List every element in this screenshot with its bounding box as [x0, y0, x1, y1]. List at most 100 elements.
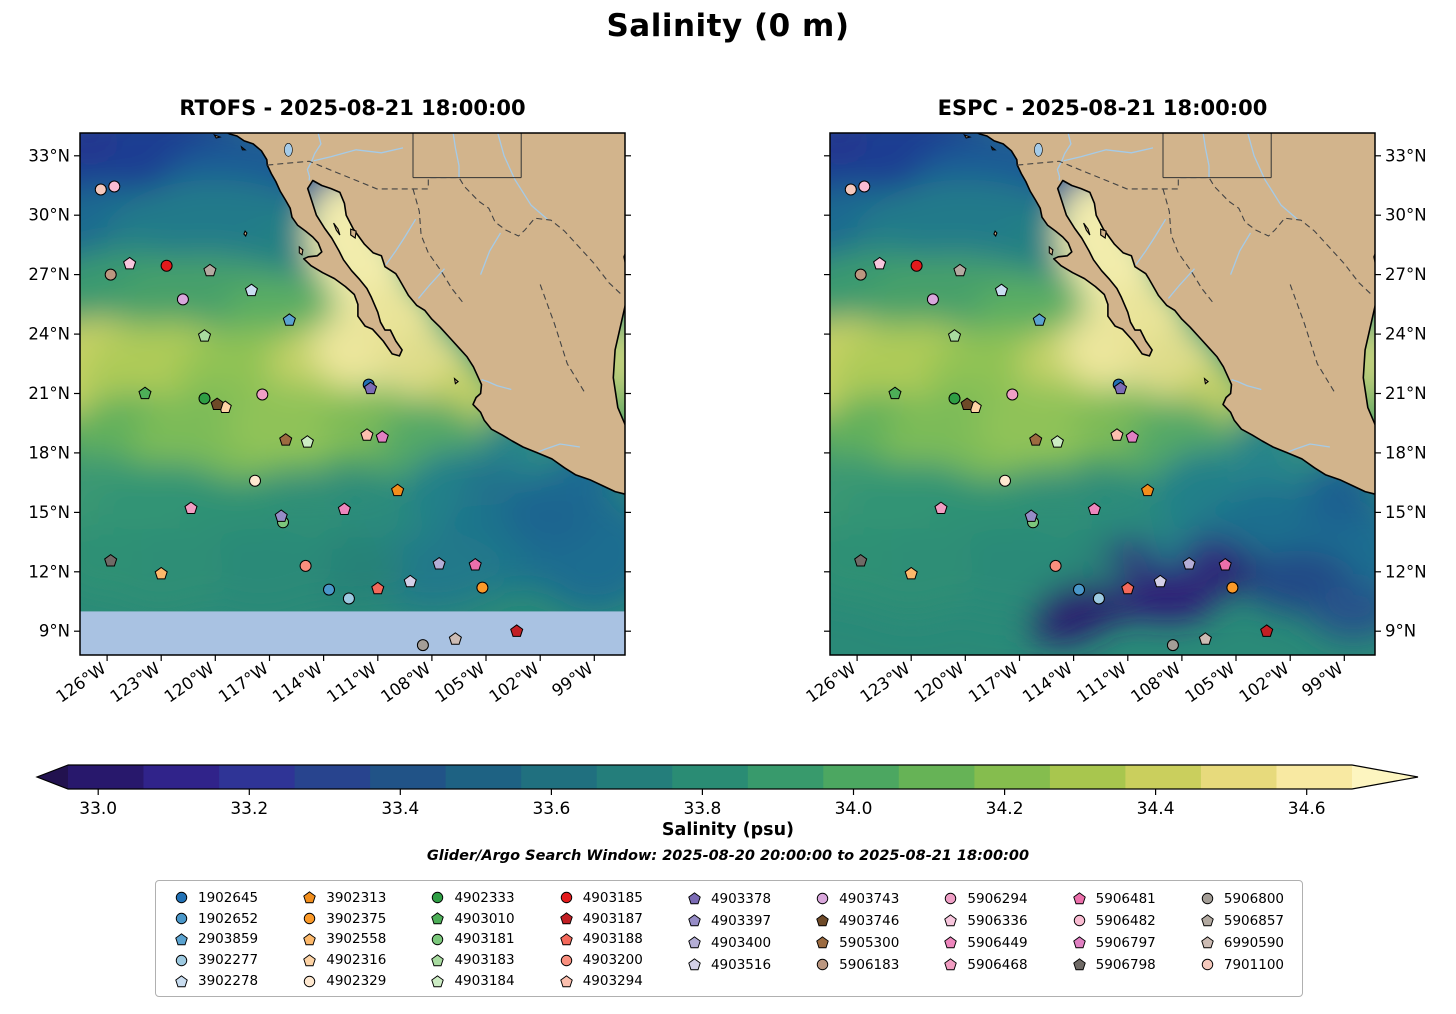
pentagon-marker-icon — [816, 914, 829, 927]
float-marker-4903743 — [176, 293, 189, 306]
float-marker-3902313 — [1141, 483, 1155, 497]
island — [1203, 377, 1209, 385]
legend-item-label: 5906449 — [967, 934, 1028, 951]
legend-item-label: 4903183 — [454, 952, 515, 969]
legend-item: 2903859 — [174, 930, 258, 950]
legend-item-label: 7901100 — [1223, 956, 1284, 973]
river — [481, 378, 512, 391]
river — [1135, 218, 1167, 266]
circle-marker-icon — [175, 892, 188, 904]
legend-item-label: 5906336 — [967, 912, 1028, 929]
river — [497, 133, 548, 220]
float-marker-1902652 — [1073, 583, 1085, 596]
float-marker-4903294 — [360, 428, 374, 441]
legend-item: 3902278 — [174, 971, 258, 991]
pentagon-marker-icon — [688, 958, 701, 971]
river — [479, 232, 502, 275]
legend-item: 4903516 — [687, 954, 771, 975]
legend-item: 4902316 — [302, 950, 386, 970]
legend-item: 4903743 — [815, 888, 899, 909]
colorbar-tick-label: 33.0 — [79, 799, 117, 819]
float-marker-3902375 — [1226, 581, 1239, 594]
float-marker-4903397 — [274, 509, 288, 522]
lat-tick-label: 15°N — [28, 503, 70, 522]
pentagon-marker-icon — [688, 892, 701, 905]
legend-column: 3902313 3902375 3902558 4902316 4902329 — [302, 888, 386, 991]
float-marker-5906336 — [123, 256, 137, 270]
legend-item-label: 5906797 — [1095, 934, 1156, 951]
float-marker-5906183 — [104, 268, 117, 281]
river — [1288, 443, 1330, 453]
float-marker-5906800 — [416, 639, 429, 652]
legend: 1902645 1902652 2903859 3902277 3902278 39023… — [155, 880, 1303, 997]
legend-item: 3902313 — [302, 888, 386, 908]
float-marker-5906468 — [934, 501, 948, 514]
search-window-text: Glider/Argo Search Window: 2025-08-20 20… — [426, 848, 1030, 864]
float-marker-6990590 — [448, 632, 462, 645]
colorbar-tick-label: 34.2 — [986, 799, 1024, 819]
pentagon-marker-icon — [944, 958, 958, 971]
legend-item-label: 1902652 — [198, 910, 259, 927]
float-marker-5906857 — [203, 263, 217, 277]
espc-panel-title: ESPC - 2025-08-21 18:00:00 — [937, 96, 1268, 120]
lon-tick-label: 126°W — [803, 659, 860, 707]
lat-tick-label: 27°N — [1385, 265, 1427, 284]
float-marker-4903378 — [1113, 381, 1128, 395]
river — [1202, 133, 1210, 178]
float-marker-5906481 — [468, 557, 482, 571]
legend-item: 4903184 — [430, 971, 515, 991]
colorbar-tick-label: 33.8 — [683, 799, 721, 819]
lat-tick-label: 33°N — [28, 146, 70, 165]
legend-item-label: 5906294 — [967, 890, 1028, 907]
legend-item-label: 4903378 — [710, 890, 772, 907]
legend-item-label: 6990590 — [1223, 934, 1284, 951]
island — [1048, 245, 1054, 256]
legend-item-label: 3902277 — [198, 952, 259, 969]
pentagon-marker-icon — [431, 974, 445, 987]
float-marker-5906294 — [256, 388, 269, 401]
legend-item-label: 4903400 — [710, 934, 772, 951]
espc-map-canvas: 33°N 30°N 27°N 24°N 21°N 18°N 15°N 12°N 9°N 126°W… — [803, 132, 1427, 706]
float-marker-5906449 — [1087, 502, 1101, 515]
float-marker-1902652 — [323, 583, 335, 596]
colorbar-tick-label: 33.4 — [381, 799, 419, 819]
float-marker-5906797 — [375, 430, 389, 443]
float-marker-4903183 — [947, 329, 962, 342]
pentagon-marker-icon — [688, 914, 701, 927]
float-marker-3902277 — [342, 592, 355, 605]
legend-column: 5906294 5906336 5906449 5906468 — [943, 888, 1028, 991]
circle-marker-icon — [945, 892, 957, 905]
legend-item: 5906449 — [943, 932, 1028, 953]
pentagon-marker-icon — [559, 912, 573, 925]
colorbar-canvas: 33.0 33.2 33.4 33.6 33.8 34.0 34.2 34.4 34.6 — [35, 764, 1419, 819]
legend-item: 4903294 — [559, 971, 643, 991]
float-marker-4903400 — [432, 556, 446, 570]
legend-item: 1902645 — [174, 888, 258, 908]
legend-item: 6990590 — [1200, 932, 1284, 953]
legend-item: 5906336 — [943, 910, 1028, 931]
float-marker-4903183 — [197, 329, 212, 342]
legend-item-label: 4902329 — [326, 973, 387, 990]
float-marker-4903188 — [1121, 581, 1135, 595]
land-mass — [976, 133, 1375, 495]
country-border-dashed — [1289, 284, 1336, 394]
lat-tick-label: 27°N — [28, 265, 70, 284]
pentagon-marker-icon — [1072, 936, 1086, 949]
float-marker-5905300 — [279, 433, 293, 446]
lat-tick-label: 21°N — [1385, 384, 1427, 403]
circle-marker-icon — [1201, 958, 1214, 971]
float-marker-4903200 — [299, 559, 312, 572]
float-marker-3902558 — [154, 566, 168, 580]
colorbar: 33.0 33.2 33.4 33.6 33.8 34.0 34.2 34.4 34.6 — [30, 762, 1426, 820]
lat-tick-label: 18°N — [28, 443, 70, 462]
legend-item-label: 4903184 — [454, 973, 515, 990]
rtofs-map-canvas: 33°N 30°N 27°N 24°N 21°N 18°N 15°N 12°N 9°N 126°W… — [28, 132, 631, 706]
legend-item: 4903378 — [687, 888, 771, 909]
espc-map: 33°N 30°N 27°N 24°N 21°N 18°N 15°N 12°N 9°N 126°W… — [803, 132, 1427, 706]
pentagon-marker-icon — [559, 974, 573, 987]
circle-marker-icon — [304, 912, 316, 925]
float-marker-4903516 — [403, 574, 417, 588]
circle-marker-icon — [816, 958, 829, 971]
float-marker-6990590 — [1198, 632, 1212, 645]
legend-item: 1902652 — [174, 909, 258, 929]
